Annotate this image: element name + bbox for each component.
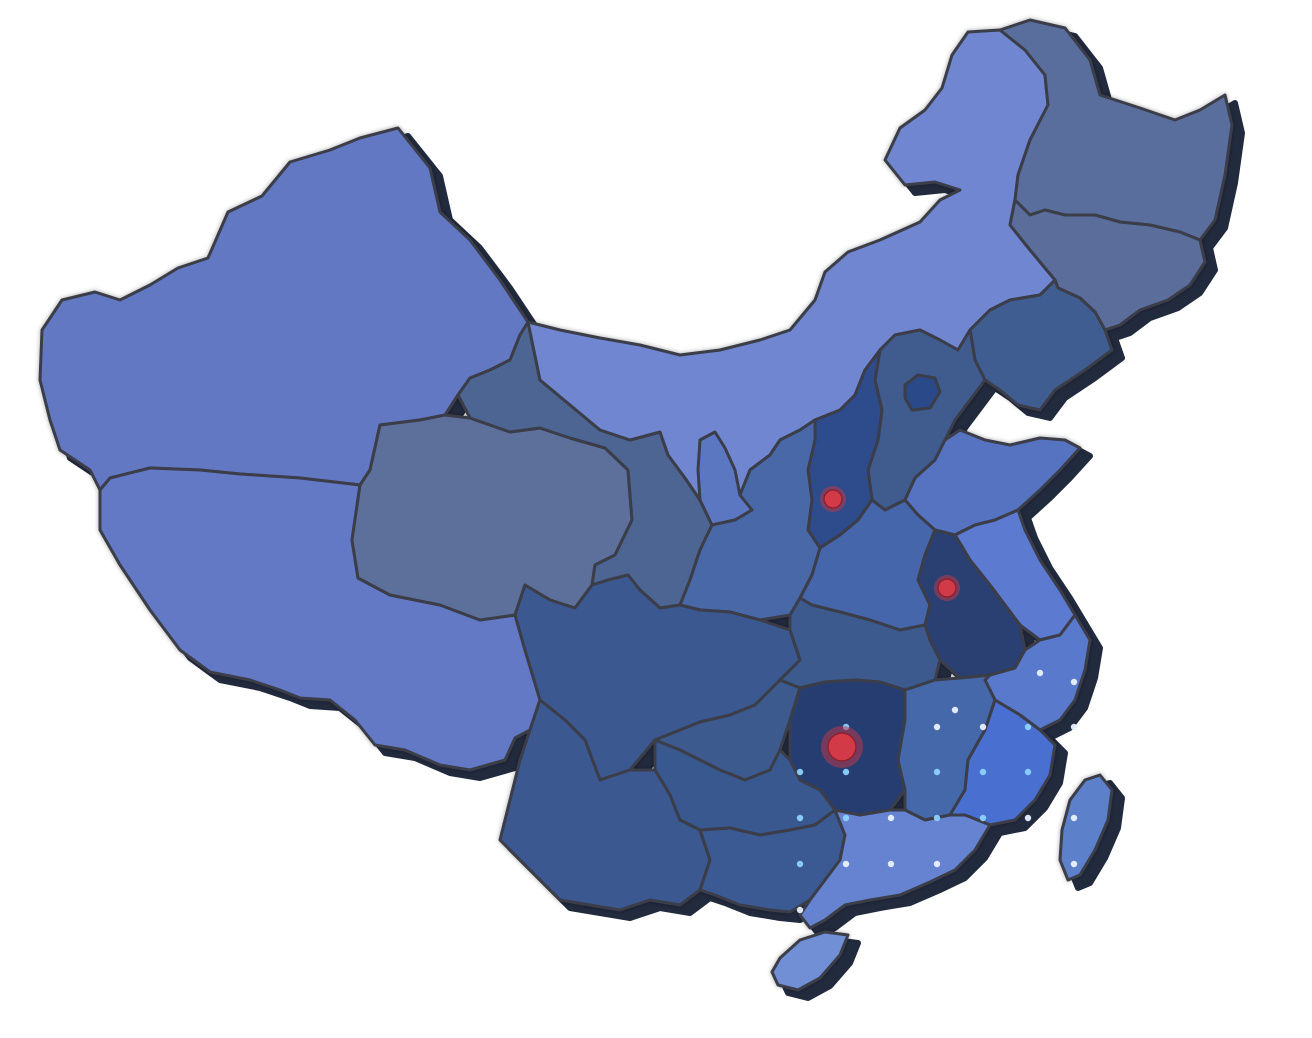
marker-shanxi[interactable] <box>820 486 846 512</box>
marker-anhui[interactable] <box>934 575 960 601</box>
decorative-dot <box>796 814 804 822</box>
decorative-dot <box>979 768 987 776</box>
region-tibet[interactable] <box>98 466 542 772</box>
decorative-dot <box>979 723 987 731</box>
region-guangdong[interactable] <box>798 808 992 930</box>
decorative-dot <box>796 860 804 868</box>
decorative-dot <box>1024 814 1032 822</box>
decorative-dot <box>1070 860 1078 868</box>
decorative-dot <box>887 860 895 868</box>
decorative-dot <box>1070 678 1078 686</box>
decorative-dot <box>933 768 941 776</box>
decorative-dot <box>1070 814 1078 822</box>
region-fujian[interactable] <box>948 698 1057 827</box>
decorative-dot <box>842 768 850 776</box>
decorative-dot <box>933 814 941 822</box>
decorative-dot <box>842 860 850 868</box>
decorative-dot <box>796 768 804 776</box>
decorative-dot <box>933 723 941 731</box>
decorative-dot <box>1070 723 1078 731</box>
region-taiwan[interactable] <box>1058 773 1114 882</box>
decorative-dot <box>842 814 850 822</box>
region-liaoning[interactable] <box>968 278 1114 412</box>
region-heilongjiang[interactable] <box>998 18 1234 242</box>
decorative-dot <box>979 814 987 822</box>
marker-hunan[interactable] <box>821 726 863 768</box>
province-regions <box>38 18 1234 992</box>
decorative-dot <box>951 706 959 714</box>
decorative-dot <box>1024 723 1032 731</box>
region-yunnan[interactable] <box>498 698 712 912</box>
map-markers <box>820 486 960 768</box>
decorative-dot <box>933 860 941 868</box>
decorative-dot <box>887 814 895 822</box>
decorative-dot <box>796 906 804 914</box>
decorative-dot <box>1024 768 1032 776</box>
region-hainan[interactable] <box>770 930 850 992</box>
region-beijing[interactable] <box>903 373 942 412</box>
decorative-dot <box>1036 669 1044 677</box>
